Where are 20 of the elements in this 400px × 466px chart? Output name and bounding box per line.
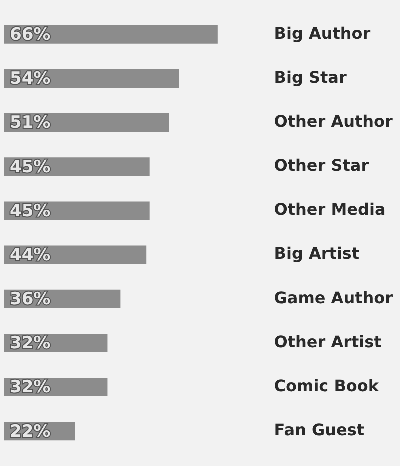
y-tick-label: Other Author [274, 112, 394, 131]
data-label: 22% [10, 422, 51, 442]
y-tick-label: Big Star [274, 68, 347, 87]
data-label: 45% [10, 157, 51, 178]
y-tick-label: Other Media [274, 200, 386, 220]
data-label: 45% [10, 201, 51, 222]
data-label: 36% [10, 290, 51, 310]
y-tick-label: Game Author [274, 288, 394, 308]
data-label: 44% [10, 245, 51, 266]
y-tick-label: Other Star [274, 156, 370, 176]
data-label: 54% [10, 69, 51, 90]
y-tick-label: Big Author [274, 24, 371, 43]
data-label: 32% [10, 334, 51, 354]
data-label: 66% [10, 25, 51, 46]
y-tick-label: Other Artist [274, 332, 382, 352]
data-label: 32% [10, 378, 51, 398]
y-tick-label: Comic Book [274, 376, 380, 396]
y-tick-label: Big Artist [274, 244, 360, 264]
y-tick-label: Fan Guest [274, 420, 365, 440]
data-label: 51% [10, 113, 51, 134]
